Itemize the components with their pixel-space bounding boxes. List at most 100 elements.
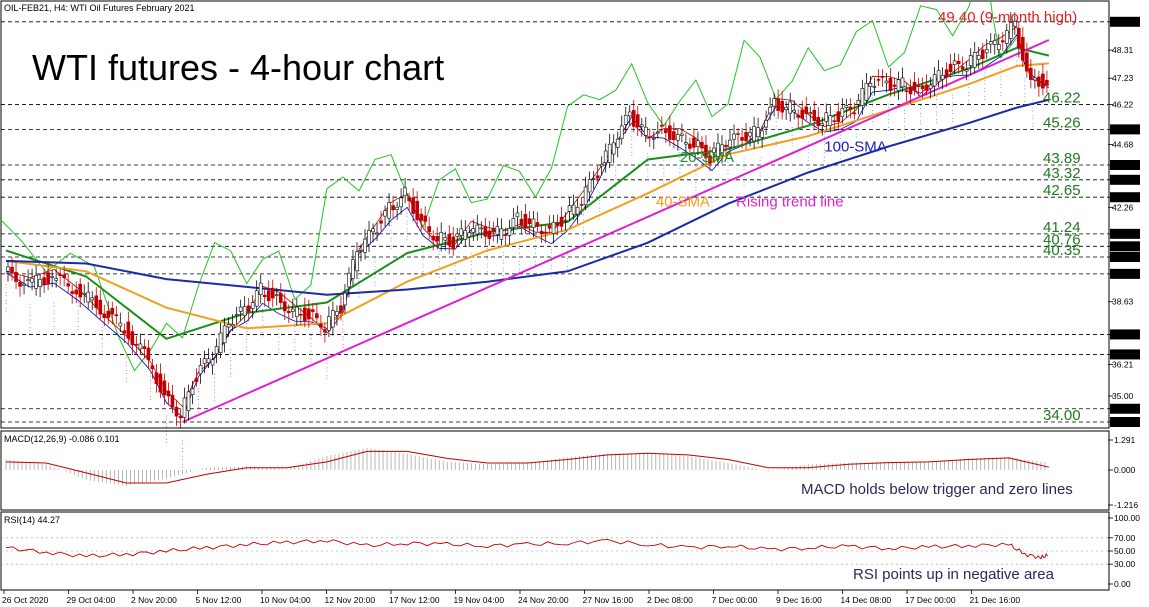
candle-body — [274, 294, 279, 296]
candle-body — [451, 236, 456, 250]
candle-body — [1000, 40, 1005, 43]
candle-body — [984, 49, 989, 54]
candle-body — [431, 235, 435, 241]
candle-body — [680, 133, 684, 136]
candle-body — [1037, 76, 1041, 87]
level-label: 43.32 — [1043, 165, 1081, 182]
candle-body — [371, 228, 375, 233]
rsi-annotation: RSI points up in negative area — [853, 566, 1055, 583]
candle-body — [291, 308, 295, 312]
macd-panel: MACD(12,26,9) -0.086 0.101 MACD holds be… — [0, 430, 1110, 511]
candle-body — [808, 112, 813, 114]
candle-body — [956, 60, 961, 65]
candle-body — [327, 316, 331, 331]
candle-body — [599, 163, 604, 167]
level-label: 43.89 — [1043, 150, 1081, 167]
price-tick-label: 40.76 — [1112, 241, 1134, 251]
candle-body — [415, 200, 419, 221]
time-tick-label: 7 Dec 00:00 — [712, 595, 758, 605]
candle-body — [744, 132, 748, 142]
time-tick-label: 2 Nov 20:00 — [131, 595, 177, 605]
level-label: 40.35 — [1043, 242, 1081, 259]
rsi-title: RSI(14) 44.27 — [4, 515, 60, 525]
candle-body — [531, 218, 536, 228]
candle-body — [868, 82, 873, 87]
candle-body — [50, 276, 54, 278]
candle-body — [820, 123, 825, 126]
price-panel: OIL-FEB21, H4: WTI Oil Futures February … — [0, 0, 1110, 468]
candle-body — [158, 373, 163, 393]
candle-body — [86, 291, 91, 303]
annotation-rising-trend-line: Rising trend line — [736, 193, 844, 210]
price-tick-label: 45.26 — [1112, 124, 1134, 134]
candle-body — [186, 391, 191, 412]
candle-body — [579, 204, 584, 206]
candle-body — [234, 314, 239, 316]
candle-body — [936, 70, 941, 83]
candle-body — [940, 74, 945, 80]
chart-title: WTI futures - 4-hour chart — [32, 47, 444, 88]
annotation-40-sma: 40-SMA — [656, 193, 710, 210]
candle-body — [347, 272, 351, 288]
level-label: 42.65 — [1043, 182, 1081, 199]
candle-body — [254, 290, 259, 307]
candle-body — [776, 98, 780, 111]
rsi-tick-label: 100.00 — [1114, 513, 1140, 523]
candle-body — [876, 79, 881, 81]
candle-body — [728, 139, 732, 148]
candle-body — [591, 178, 596, 180]
candle-body — [26, 279, 30, 282]
candle-body — [700, 141, 704, 149]
candle-body — [764, 120, 768, 128]
candle-body — [459, 228, 464, 236]
candle-body — [262, 294, 267, 298]
candle-body — [202, 358, 207, 364]
candle-body — [587, 179, 592, 193]
candle-body — [880, 76, 885, 78]
price-tick-box — [1110, 349, 1140, 360]
candle-body — [383, 210, 387, 217]
candle-body — [627, 111, 632, 117]
candle-body — [852, 112, 857, 115]
candle-body — [423, 215, 427, 222]
candle-body — [226, 324, 231, 328]
candle-body — [315, 313, 319, 319]
candle-body — [14, 271, 18, 282]
candle-body — [607, 143, 612, 163]
candle-body — [968, 55, 973, 66]
candle-body — [22, 283, 26, 286]
candle-body — [206, 358, 211, 364]
candle-body — [303, 307, 307, 321]
candle-body — [619, 125, 624, 140]
candle-body — [435, 235, 440, 242]
price-tick-box — [1110, 174, 1140, 185]
symbol-line: OIL-FEB21, H4: WTI Oil Futures February … — [4, 3, 195, 13]
time-tick-label: 24 Nov 20:00 — [518, 595, 569, 605]
candle-body — [367, 230, 371, 245]
level-label: 40.76 — [1043, 231, 1081, 248]
candle-body — [134, 343, 139, 346]
candle-body — [980, 49, 985, 59]
candle-body — [575, 206, 580, 215]
candle-body — [724, 144, 728, 148]
level-label: 41.24 — [1043, 219, 1081, 236]
candle-body — [972, 52, 977, 68]
candle-body — [110, 308, 115, 315]
level-label: 46.22 — [1043, 89, 1081, 106]
candle-body — [924, 84, 929, 91]
price-tick-label: 38.63 — [1112, 297, 1134, 307]
candle-body — [660, 125, 664, 127]
candle-body — [848, 106, 853, 110]
candle-body — [42, 277, 46, 285]
level-label: 34.00 — [1043, 407, 1081, 424]
candle-body — [760, 130, 764, 138]
candle-body — [499, 228, 504, 240]
macd-tick-label: -1.216 — [1114, 500, 1138, 510]
candle-body — [672, 131, 676, 141]
candle-body — [796, 114, 801, 118]
candle-body — [335, 311, 339, 316]
ichimoku-cloud — [5, 37, 1034, 468]
price-tick-label: 47.23 — [1112, 73, 1134, 83]
candle-body — [856, 100, 861, 105]
chikou-line — [0, 0, 1018, 372]
